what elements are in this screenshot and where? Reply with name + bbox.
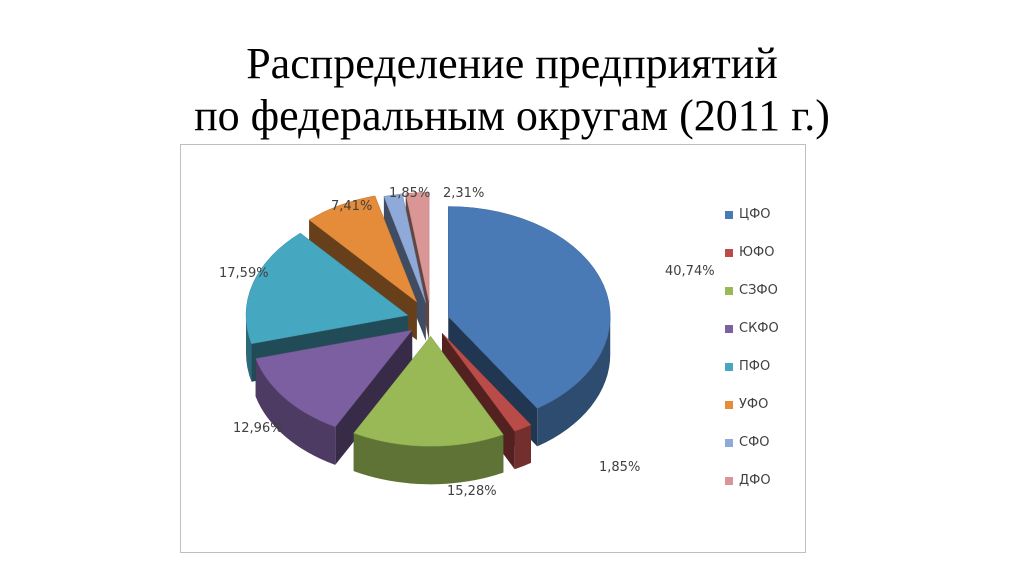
data-label-ЦФО: 40,74%	[665, 264, 715, 279]
chart-frame: 40,74% 1,85% 15,28% 12,96% 17,59% 7,41% 1,85% 2…	[180, 144, 806, 553]
data-label-СКФО: 12,96%	[233, 421, 283, 436]
slide-title: Распределение предприятий по федеральным…	[0, 38, 1024, 142]
slice-ЦФО	[447, 206, 611, 409]
legend-label: ДФО	[739, 473, 771, 488]
slice-СКФО	[255, 329, 413, 428]
legend-label: СКФО	[739, 321, 779, 336]
data-label-ЮФО: 1,85%	[599, 460, 640, 475]
slice-УФО	[308, 195, 418, 303]
legend-item: УФО	[725, 397, 779, 435]
legend-label: СЗФО	[739, 283, 778, 298]
data-label-УФО: 7,41%	[331, 199, 372, 214]
legend-item: ЮФО	[725, 245, 779, 283]
pie-chart: 40,74% 1,85% 15,28% 12,96% 17,59% 7,41% 1,85% 2…	[219, 186, 715, 499]
legend-item: СКФО	[725, 321, 779, 359]
legend-item: СФО	[725, 435, 779, 473]
slice-outer-wall	[246, 315, 252, 382]
legend-swatch	[725, 439, 733, 447]
slice-outer-wall	[537, 316, 611, 447]
legend-item: СЗФО	[725, 283, 779, 321]
slice-СЗФО	[353, 335, 504, 447]
legend-label: ЮФО	[739, 245, 775, 260]
legend-swatch	[725, 477, 733, 485]
data-label-ПФО: 17,59%	[219, 266, 269, 281]
legend-label: ПФО	[739, 359, 771, 374]
legend-swatch	[725, 287, 733, 295]
title-line-1: Распределение предприятий	[246, 39, 778, 88]
legend-label: ЦФО	[739, 207, 771, 222]
legend-item: ПФО	[725, 359, 779, 397]
slice-СФО	[383, 193, 426, 303]
slice-outer-wall	[353, 433, 504, 485]
slice-ЮФО	[441, 332, 532, 432]
slice-ПФО	[245, 232, 409, 345]
slice-outer-wall	[255, 358, 336, 465]
legend-swatch	[725, 363, 733, 371]
data-label-ДФО: 2,31%	[443, 186, 484, 201]
legend-item: ДФО	[725, 473, 779, 511]
legend-label: СФО	[739, 435, 770, 450]
legend-item: ЦФО	[725, 207, 779, 245]
chart-legend: ЦФО ЮФО СЗФО СКФО ПФО УФО СФО ДФО	[725, 207, 779, 511]
slice-outer-wall	[514, 424, 531, 470]
legend-swatch	[725, 249, 733, 257]
legend-label: УФО	[739, 397, 769, 412]
legend-swatch	[725, 401, 733, 409]
legend-swatch	[725, 211, 733, 219]
legend-swatch	[725, 325, 733, 333]
title-line-2: по федеральным округам (2011 г.)	[194, 91, 830, 140]
data-label-СФО: 1,85%	[389, 186, 430, 201]
slice-ДФО	[405, 192, 430, 303]
data-label-СЗФО: 15,28%	[447, 484, 497, 499]
